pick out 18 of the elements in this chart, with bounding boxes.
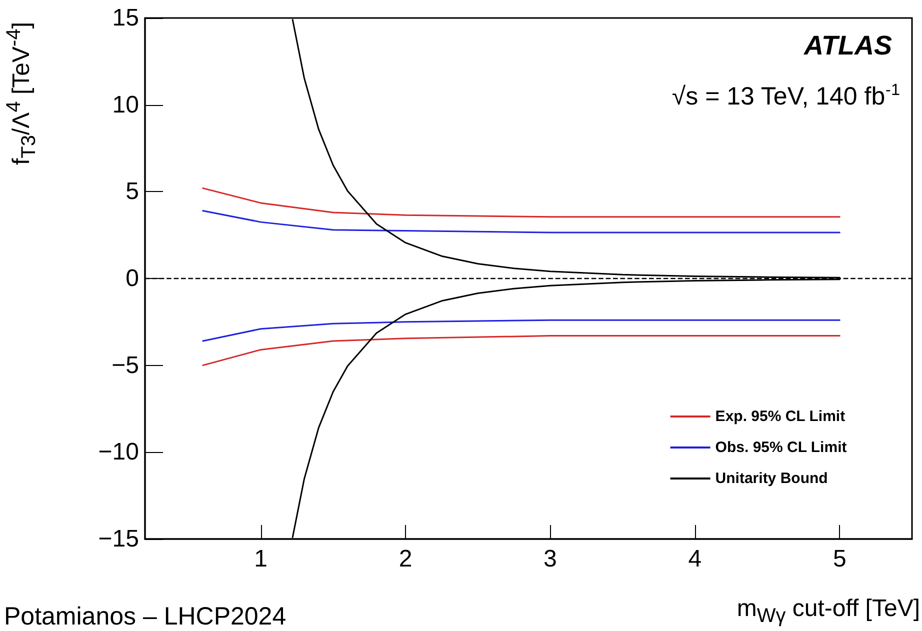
y-tick-label: −10 <box>98 438 139 466</box>
legend-label: Obs. 95% CL Limit <box>715 439 847 456</box>
x-tick-label: 2 <box>398 546 412 572</box>
annotation: ATLAS <box>803 30 892 60</box>
y-tick-label: 15 <box>112 4 139 32</box>
x-tick-label: 3 <box>544 546 557 572</box>
x-axis-title: m$_{Wγ}$ cut-off [TeV] <box>736 595 920 627</box>
x-tick-label: 1 <box>254 546 268 572</box>
legend-label: Exp. 95% CL Limit <box>715 408 846 425</box>
y-tick-label: 5 <box>126 178 139 206</box>
y-tick-label: −5 <box>112 352 139 379</box>
x-tick-label: 4 <box>688 546 702 572</box>
y-tick-label: −15 <box>98 526 139 552</box>
y-tick-label: 0 <box>126 265 139 292</box>
x-tick-label: 5 <box>832 546 846 572</box>
text: Potamianos – LHCP2024 <box>4 602 286 630</box>
legend-label: Unitarity Bound <box>715 470 828 487</box>
y-tick-label: 10 <box>112 91 139 118</box>
